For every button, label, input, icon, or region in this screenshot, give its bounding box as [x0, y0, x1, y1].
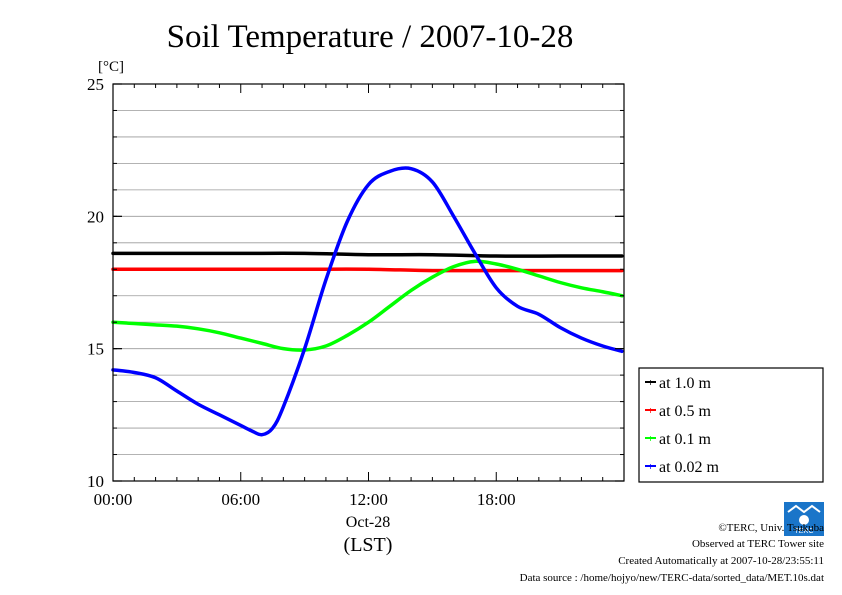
- x-tick-label: 00:00: [94, 490, 133, 509]
- legend-label-at-0-02-m: at 0.02 m: [659, 459, 720, 476]
- legend-marker-at-1-0-m: +: [648, 378, 654, 389]
- x-tick-labels: 00:00 06:00 12:00 18:00: [94, 490, 516, 509]
- series-line-at-0-02-m: [111, 166, 624, 437]
- legend-box: [638, 367, 824, 483]
- legend-label-at-0-1-m: at 0.1 m: [659, 431, 712, 448]
- x-tick-label: 12:00: [349, 490, 388, 509]
- legend-marker-at-0-02-m: +: [648, 462, 654, 473]
- legend-marker-at-0-1-m: +: [648, 434, 654, 445]
- footer-copyright: ©TERC, Univ. Tsukuba: [718, 522, 824, 534]
- legend: + at 1.0 m + at 0.5 m + at 0.1 m + at 0.02 m: [638, 367, 824, 483]
- y-axis-unit: [°C]: [98, 59, 124, 75]
- series-line-at-1-0-m: [111, 251, 624, 258]
- x-tick-label: 18:00: [477, 490, 516, 509]
- date-label: Oct-28: [346, 514, 390, 531]
- footer-created: Created Automatically at 2007-10-28/23:5…: [618, 555, 824, 567]
- y-tick-label: 10: [87, 472, 104, 491]
- series-layer: [111, 166, 624, 437]
- y-tick-label: 20: [87, 207, 104, 226]
- footer-observed: Observed at TERC Tower site: [691, 538, 824, 550]
- legend-marker-at-0-5-m: +: [648, 406, 654, 417]
- logo-text: TERC: [794, 528, 813, 535]
- terc-logo: TERC: [784, 502, 824, 536]
- grid: [113, 110, 624, 455]
- footer-source: Data source : /home/hojyo/new/TERC-data/…: [519, 572, 824, 584]
- y-tick-label: 25: [87, 75, 104, 94]
- y-tick-label: 15: [87, 340, 104, 359]
- chart-title: Soil Temperature / 2007-10-28: [167, 19, 574, 55]
- legend-label-at-0-5-m: at 0.5 m: [659, 403, 712, 420]
- plot-frame: [112, 83, 625, 482]
- y-tick-labels: 10 15 20 25: [87, 75, 104, 491]
- series-line-at-0-1-m: [111, 259, 624, 352]
- ticks: [113, 83, 624, 482]
- x-tick-label: 06:00: [221, 490, 260, 509]
- x-axis-label: (LST): [344, 534, 393, 556]
- legend-label-at-1-0-m: at 1.0 m: [659, 375, 712, 392]
- series-line-at-0-5-m: [111, 267, 624, 273]
